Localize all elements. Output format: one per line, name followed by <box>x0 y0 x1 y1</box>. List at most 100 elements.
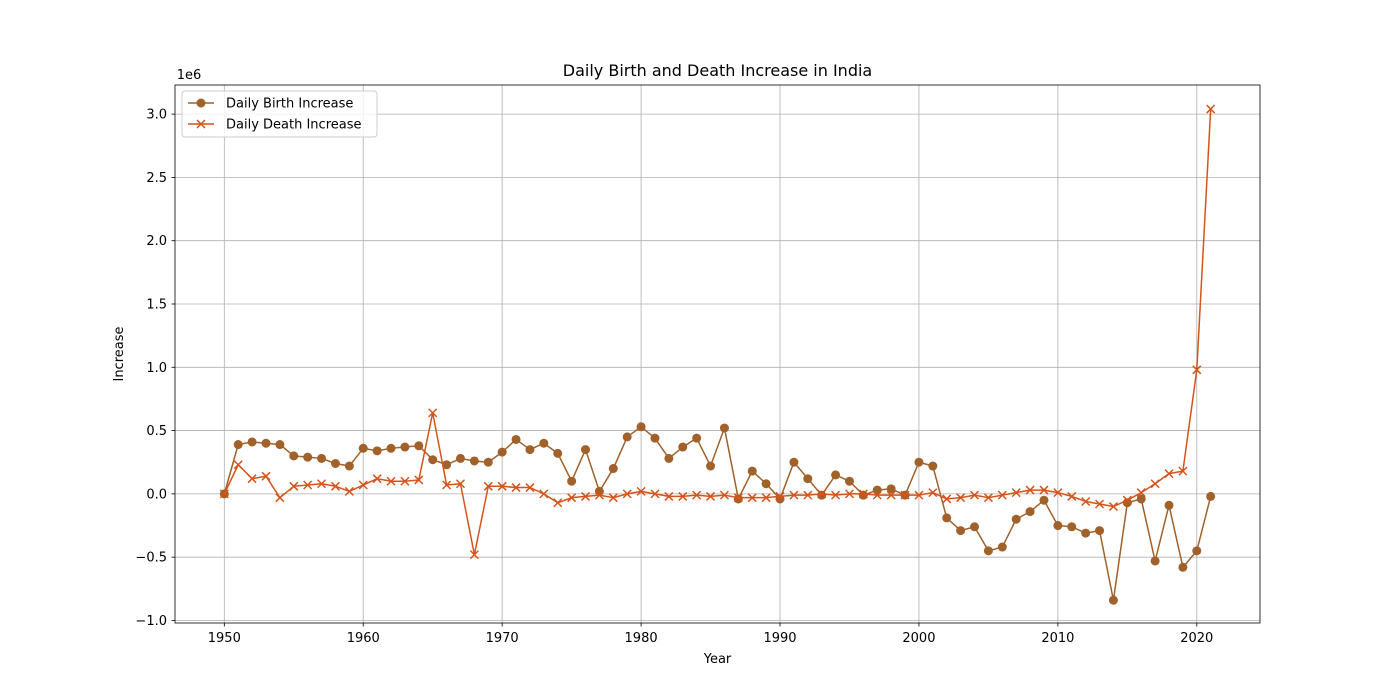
birth-point <box>1067 522 1077 532</box>
death-point <box>622 489 632 499</box>
legend-label-death: Daily Death Increase <box>226 118 361 133</box>
birth-point <box>247 437 257 447</box>
y-tick-label: 1.5 <box>146 297 167 312</box>
death-point <box>1150 479 1160 489</box>
death-point <box>844 489 855 499</box>
birth-point <box>317 453 327 463</box>
plot-frame <box>174 84 1261 624</box>
death-point <box>1164 469 1174 479</box>
birth-point <box>233 440 243 450</box>
birth-point <box>303 452 313 462</box>
death-point <box>1136 488 1146 498</box>
x-tick-label: 1960 <box>347 631 380 646</box>
birth-point <box>733 494 743 504</box>
death-point <box>539 489 549 499</box>
birth-point <box>372 446 382 456</box>
birth-point <box>511 434 521 444</box>
death-point <box>817 489 827 499</box>
birth-point <box>539 438 549 448</box>
death-point <box>706 491 716 501</box>
birth-point <box>567 476 577 486</box>
death-point <box>428 408 438 418</box>
death-point <box>1122 495 1132 505</box>
y-tick-label: −0.5 <box>135 551 167 566</box>
birth-point <box>928 461 938 471</box>
birth-point <box>344 461 354 471</box>
death-point <box>983 493 993 503</box>
birth-point <box>983 546 993 556</box>
death-point <box>747 493 757 503</box>
y-tick-label: −1.0 <box>135 614 167 629</box>
death-point <box>608 493 618 503</box>
x-tick-label: 1970 <box>486 631 519 646</box>
death-point <box>1025 485 1035 495</box>
birth-point <box>1039 495 1049 505</box>
birth-point <box>289 451 299 461</box>
death-point <box>775 491 785 501</box>
y-tick-label: 3.0 <box>146 108 167 123</box>
death-point <box>386 476 396 486</box>
birth-point <box>442 460 452 470</box>
birth-point <box>414 441 424 451</box>
death-point <box>761 493 771 503</box>
birth-point <box>886 484 896 494</box>
death-point <box>1108 502 1118 512</box>
death-point <box>1081 496 1091 507</box>
birth-point <box>706 461 716 471</box>
death-point <box>414 475 424 485</box>
death-point <box>455 479 466 489</box>
death-point <box>719 490 729 500</box>
birth-point <box>956 526 966 536</box>
death-point <box>872 490 882 500</box>
death-point <box>969 490 980 500</box>
birth-point <box>581 445 591 455</box>
x-tick-label: 2000 <box>902 631 935 646</box>
birth-point <box>970 522 980 532</box>
series-line-death <box>223 109 1212 556</box>
birth-point <box>400 442 410 452</box>
y-offset-label: 1e6 <box>177 68 202 83</box>
death-point <box>275 493 285 503</box>
birth-point <box>719 423 729 433</box>
birth-point <box>483 457 493 467</box>
death-point <box>317 479 327 489</box>
legend-marker-birth <box>196 98 206 108</box>
chart-title: Daily Birth and Death Increase in India <box>563 61 872 80</box>
birth-point <box>622 432 632 442</box>
death-point <box>247 474 257 484</box>
death-point <box>442 480 452 490</box>
birth-point <box>803 474 813 484</box>
birth-point <box>497 447 507 457</box>
birth-point <box>1164 500 1174 510</box>
death-point <box>1095 499 1105 509</box>
birth-point <box>1108 595 1118 605</box>
death-point <box>678 491 688 501</box>
birth-point <box>997 542 1007 552</box>
death-point <box>1178 466 1188 476</box>
birth-point <box>428 455 438 465</box>
birth-point <box>330 458 340 468</box>
birth-point <box>789 457 799 467</box>
legend-marker-death <box>196 119 206 129</box>
birth-point <box>525 445 535 455</box>
birth-point <box>817 490 827 500</box>
birth-point <box>553 448 563 458</box>
legend: Daily Birth Increase Daily Death Increas… <box>181 90 378 138</box>
birth-point <box>858 490 868 500</box>
death-point <box>469 550 479 560</box>
x-tick-label: 2010 <box>1041 631 1074 646</box>
death-point <box>1067 491 1077 501</box>
birth-point <box>678 442 688 452</box>
gridlines <box>175 85 1260 623</box>
series-layer <box>219 104 1216 605</box>
birth-point <box>692 433 702 443</box>
birth-point <box>1053 521 1063 531</box>
death-point <box>664 491 674 501</box>
death-point <box>580 491 591 501</box>
x-tick-label: 1980 <box>625 631 658 646</box>
birth-point <box>469 456 479 466</box>
death-point <box>942 494 952 504</box>
death-point <box>344 486 354 496</box>
y-tick-label: 1.0 <box>146 361 167 376</box>
death-point <box>900 490 910 500</box>
